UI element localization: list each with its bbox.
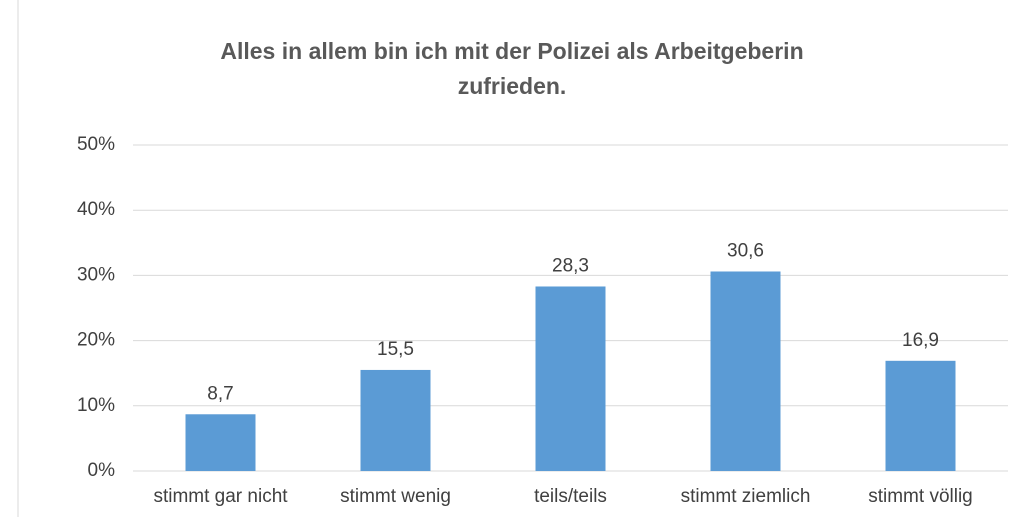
value-label: 8,7 [207,383,233,404]
y-tick-label: 40% [77,199,115,220]
x-tick-label: stimmt ziemlich [681,486,811,507]
y-tick-label: 20% [77,330,115,351]
y-tick-label: 30% [77,264,115,285]
x-tick-label: stimmt völlig [868,486,973,507]
y-tick-label: 10% [77,395,115,416]
value-label: 28,3 [552,255,589,276]
value-label: 30,6 [727,241,764,262]
y-tick-label: 0% [88,460,116,481]
bar [710,271,781,471]
value-label: 15,5 [377,339,414,360]
chart-title: Alles in allem bin ich mit der Polizei a… [220,38,804,99]
y-tick-label: 50% [77,134,115,155]
x-tick-label: stimmt gar nicht [153,486,288,507]
bar [185,414,256,471]
bar [535,286,606,471]
bar [885,360,956,471]
bar [360,369,431,471]
value-label: 16,9 [902,330,939,351]
x-tick-label: stimmt wenig [340,486,451,507]
x-tick-label: teils/teils [534,486,607,507]
